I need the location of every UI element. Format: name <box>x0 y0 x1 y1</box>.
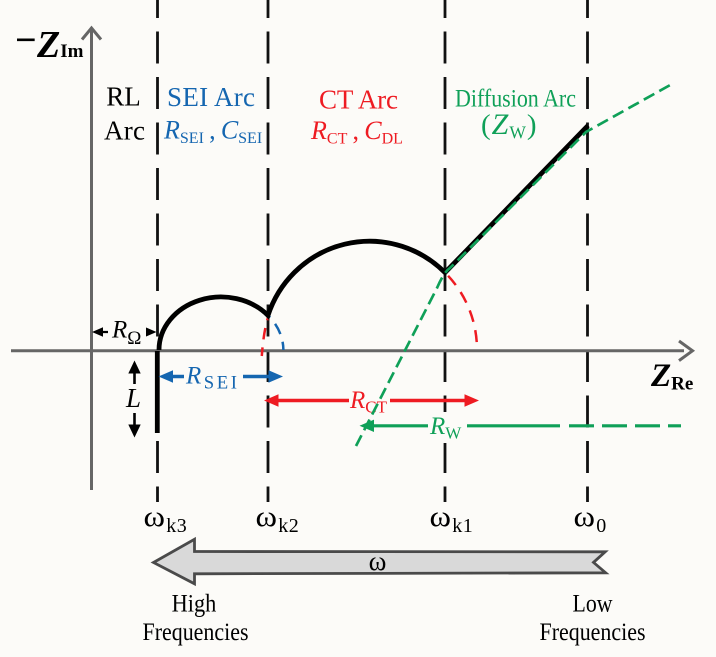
svg-text:Low: Low <box>573 589 613 618</box>
svg-text:Frequencies: Frequencies <box>143 617 249 646</box>
svg-text:−ZIm: −ZIm <box>14 20 84 66</box>
svg-text:ω: ω <box>369 546 387 576</box>
svg-text:CT Arc: CT Arc <box>319 85 398 115</box>
svg-text:ω: ω <box>144 500 166 533</box>
svg-text:k1: k1 <box>452 515 473 537</box>
svg-text:Arc: Arc <box>104 115 145 145</box>
svg-text:ω: ω <box>574 500 596 533</box>
svg-text:k3: k3 <box>166 515 187 537</box>
svg-text:RW: RW <box>429 413 462 443</box>
svg-text:L: L <box>125 383 141 413</box>
svg-text:Frequencies: Frequencies <box>540 617 646 646</box>
svg-text:ω: ω <box>430 500 452 533</box>
svg-text:RCT , CDL: RCT , CDL <box>310 116 403 148</box>
svg-text:SEI Arc: SEI Arc <box>167 82 255 112</box>
svg-text:RL: RL <box>106 81 141 111</box>
svg-text:Diffusion Arc: Diffusion Arc <box>455 83 576 112</box>
svg-text:High: High <box>172 589 217 618</box>
svg-text:ω: ω <box>256 500 278 533</box>
svg-text:0: 0 <box>596 515 606 537</box>
svg-text:k2: k2 <box>278 515 299 537</box>
svg-text:(ZW): (ZW) <box>481 108 538 143</box>
